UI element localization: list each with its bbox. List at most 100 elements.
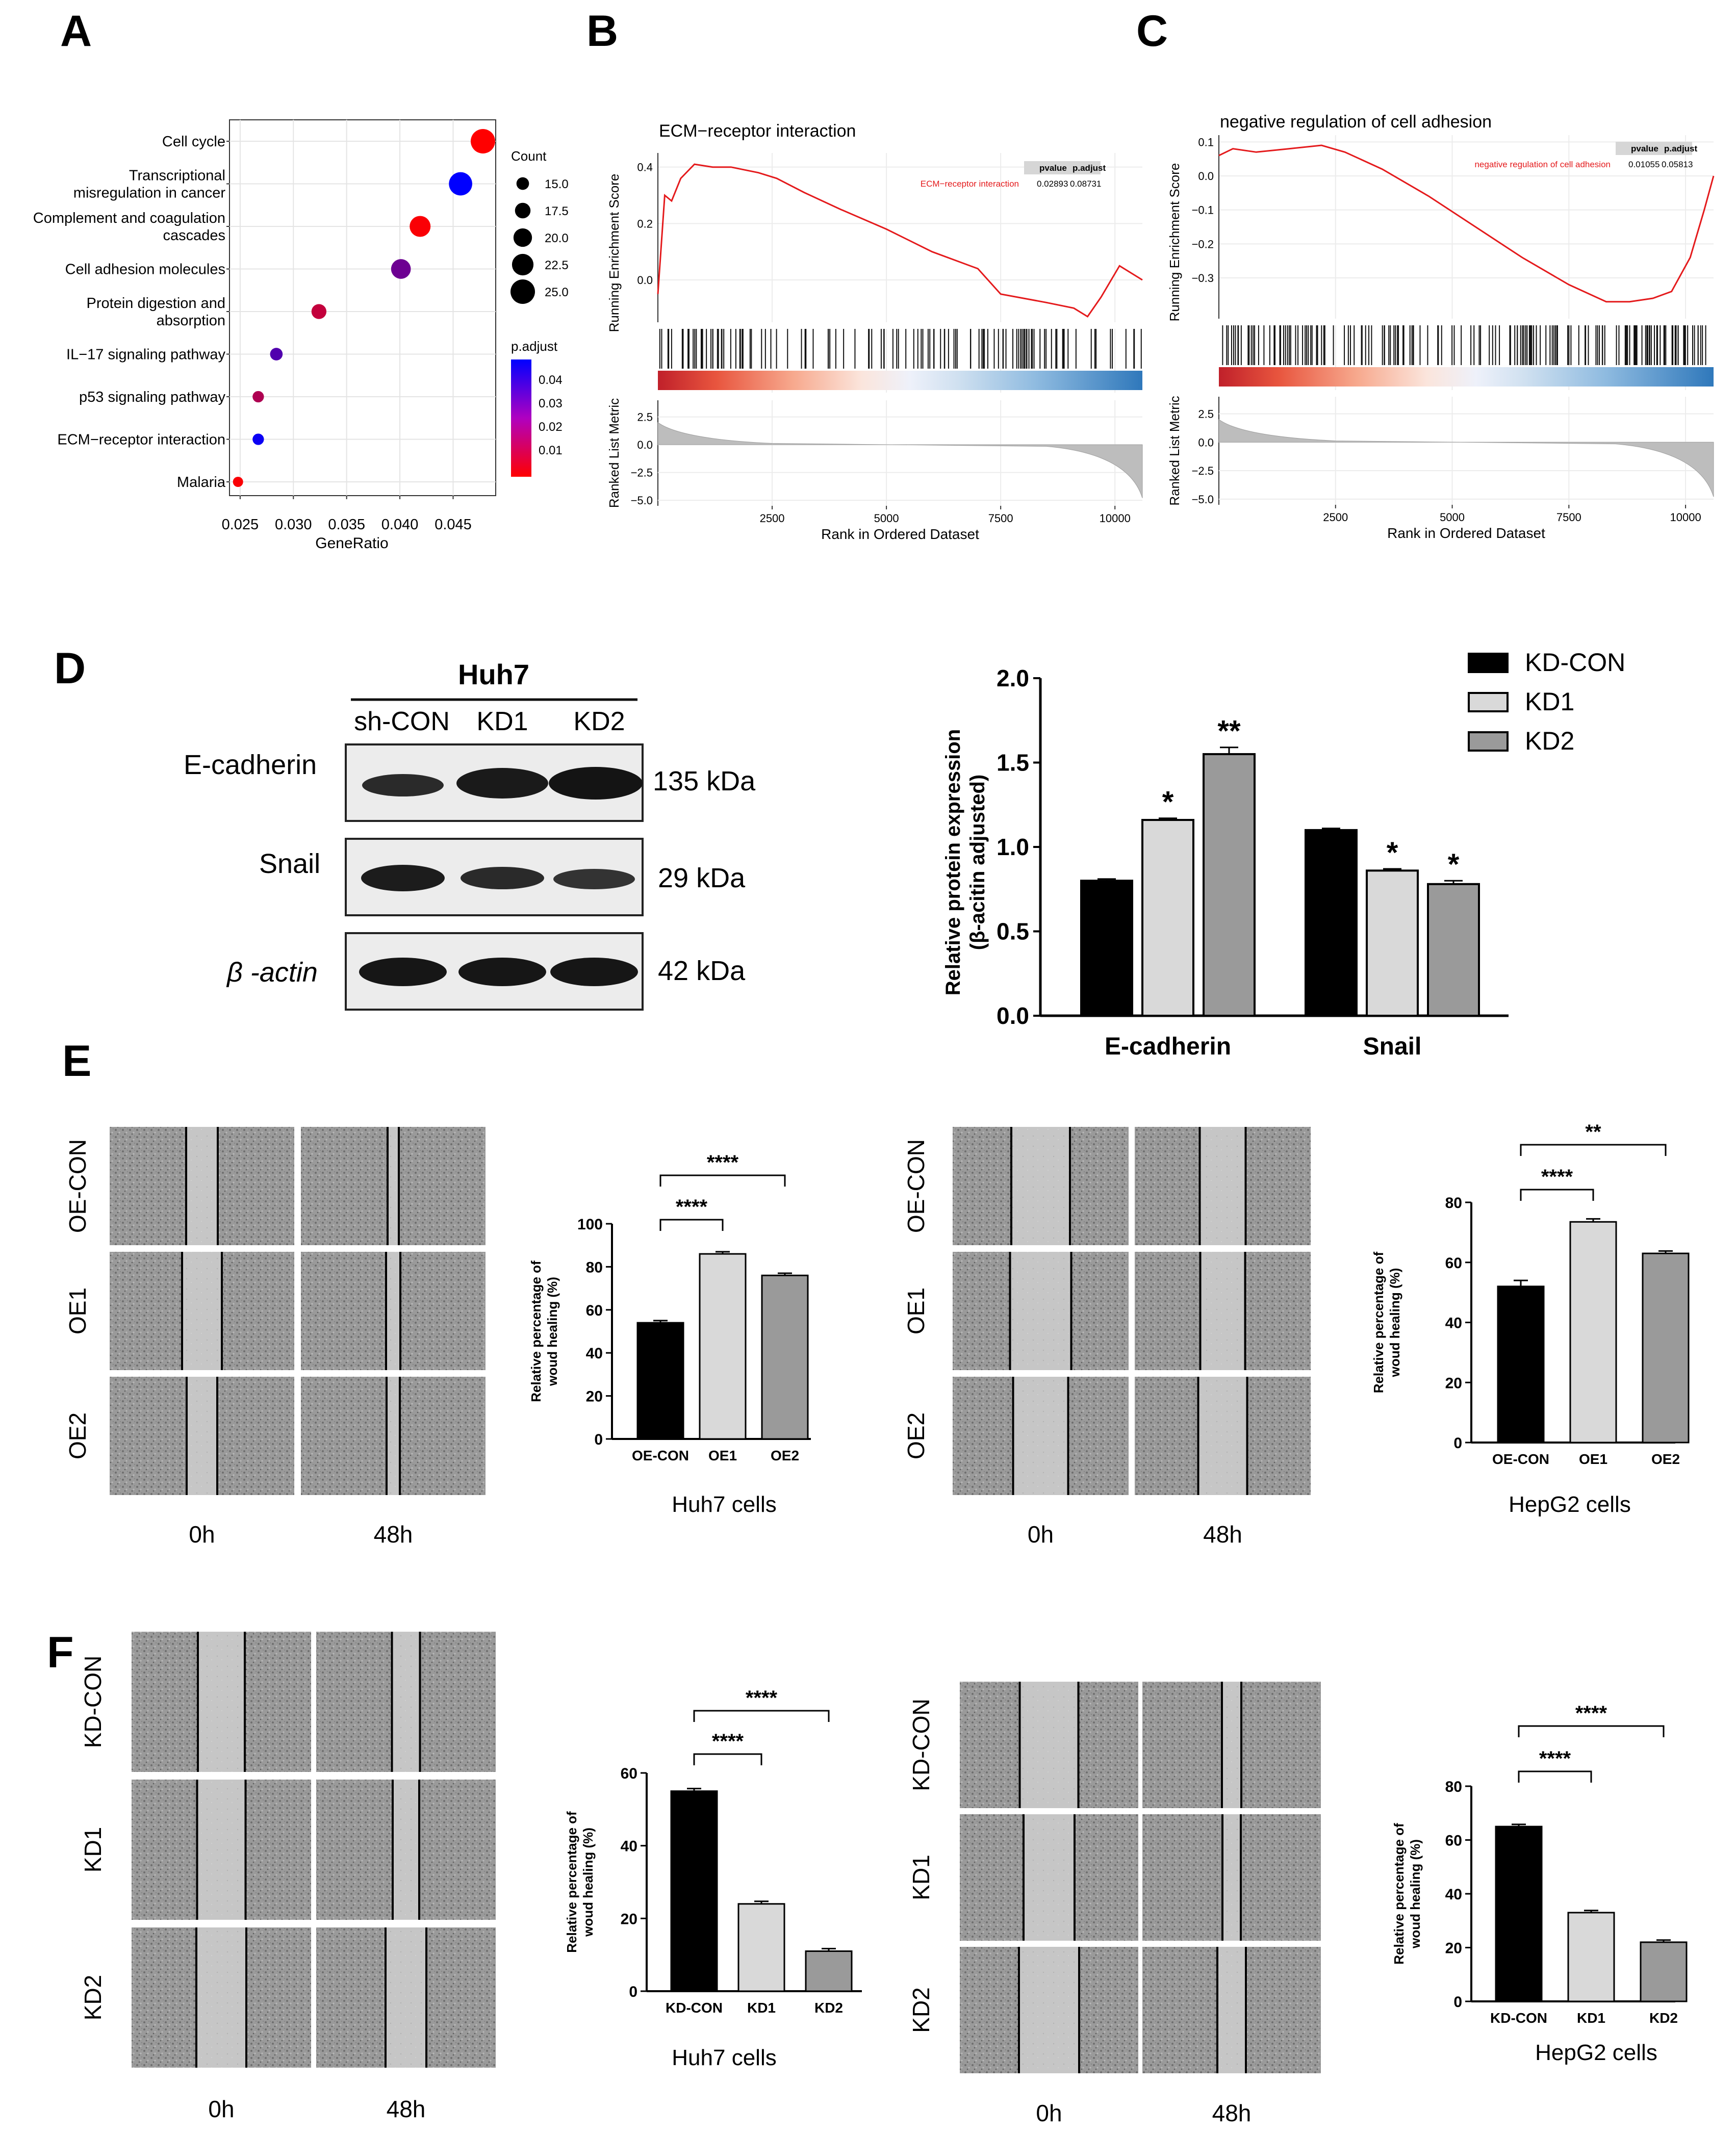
panel-e-huh7-barchart: 0 20 40 60 80 100 Relative percentage of woud h… (528, 1151, 811, 1517)
dotplot-x-tick-label: 0.040 (381, 517, 419, 533)
significance-bracket (1520, 1189, 1594, 1201)
dotplot-category-label: p53 signaling pathway (79, 389, 225, 405)
dotplot-category-label: Cell cycle (162, 134, 225, 150)
bar-y-tick-label: 0 (629, 1984, 637, 2000)
bar (636, 1322, 684, 1440)
gsea-x-tick-label: 5000 (874, 512, 899, 525)
dotplot-point (311, 304, 327, 319)
bar-y-tick-label: 100 (577, 1216, 603, 1233)
bar-y-tick-label: 40 (586, 1345, 603, 1362)
bar-y-tick-label: 20 (1445, 1940, 1462, 1957)
count-legend-dot (515, 202, 531, 219)
count-legend-label: 25.0 (545, 286, 569, 299)
dotplot-x-ticks: 0.025 0.030 0.035 0.040 0.045 (222, 496, 472, 533)
count-legend-dot (512, 253, 534, 276)
dotplot-category-label: absorption (157, 313, 225, 329)
wound-time-label: 0h (189, 1521, 215, 1548)
bar (1567, 1912, 1615, 2002)
bar-y-tick-label: 80 (586, 1259, 603, 1276)
wound-row-label: OE-CON (903, 1139, 929, 1233)
bar-y-label: Relative percentage of (564, 1811, 579, 1953)
bar-y-label: Relative percentage of (528, 1260, 544, 1402)
wound-time-label: 0h (1028, 1521, 1054, 1548)
gsea-metric-tick-label: 0.0 (637, 439, 653, 451)
bar-y-tick-label: 60 (586, 1302, 603, 1319)
panel-e-hepg2-barchart: 0 20 40 60 80 Relative percentage of woud heal… (1371, 1121, 1690, 1517)
legend-swatch (1468, 653, 1509, 673)
panel-c-gsea: negative regulation of cell adhesion 0.1 0… (1167, 112, 1715, 541)
wound-gap (386, 1927, 426, 2068)
bar (1141, 819, 1194, 1017)
significance-label: **** (1541, 1166, 1573, 1188)
blot-lane-label: sh-CON (354, 707, 450, 736)
wound-gap (386, 1252, 400, 1370)
bar-significance: * (1387, 836, 1398, 869)
gsea-x-label: Rank in Ordered Dataset (821, 526, 979, 542)
gsea-x-tick-label: 2500 (1323, 511, 1348, 524)
panel-letter-C: C (1136, 7, 1168, 56)
chart-caption: HepG2 cells (1509, 1492, 1631, 1517)
dotplot-category-label: Complement and coagulation (33, 210, 225, 226)
count-legend-label: 20.0 (545, 231, 569, 245)
dotplot-category-label: cascades (163, 227, 225, 244)
significance-label: **** (712, 1730, 744, 1753)
legend-label: KD-CON (1525, 648, 1625, 677)
wound-row-label: OE2 (64, 1412, 91, 1459)
gsea-metric-tick-label: 2.5 (637, 411, 653, 424)
wound-row-label: KD1 (908, 1855, 934, 1900)
bar-y-label: woud healing (%) (580, 1828, 596, 1937)
gsea-metric-tick-label: 2.5 (1198, 407, 1214, 420)
bar-category-label: OE-CON (632, 1448, 689, 1463)
bar-significance: * (1162, 786, 1174, 819)
wound-gap (393, 1780, 419, 1920)
wound-row-label: KD-CON (908, 1698, 934, 1791)
gsea-x-tick-label: 5000 (1440, 511, 1465, 524)
significance-bracket (659, 1174, 786, 1187)
wound-gap (1222, 1682, 1241, 1808)
wound-gap (392, 1632, 420, 1772)
bar-y-label: Relative protein expression (942, 729, 964, 995)
dotplot-point (470, 129, 495, 153)
panel-letter-A: A (60, 7, 92, 56)
gsea-table-header-bg (1024, 161, 1101, 174)
bar-y-tick-label: 1.0 (997, 834, 1029, 860)
significance-label: **** (676, 1196, 708, 1218)
bar (1203, 753, 1256, 1017)
gsea-y-tick-label: −0.1 (1192, 204, 1214, 217)
gsea-table-value: 0.01055 (1628, 160, 1660, 169)
bar-y-tick-label: 0 (1453, 1994, 1462, 2011)
gsea-x-tick-label: 7500 (1556, 511, 1581, 524)
blot-protein-label: E-cadherin (184, 750, 317, 780)
significance-bracket (1518, 1770, 1592, 1783)
gsea-table-value: 0.02893 (1037, 179, 1068, 189)
gsea-y-label: Running Enrichment Score (606, 174, 622, 332)
dotplot-x-tick-label: 0.030 (275, 517, 312, 533)
panel-letter-F: F (47, 1628, 74, 1677)
bar-y-tick-label: 0 (1453, 1435, 1462, 1452)
count-legend: 15.0 17.5 20.0 22.5 25.0 (510, 177, 569, 304)
count-legend-dot (510, 279, 535, 304)
gsea-x-tick-label: 2500 (760, 512, 785, 525)
wound-time-label: 48h (374, 1521, 413, 1548)
dotplot-category-label: ECM−receptor interaction (57, 432, 225, 448)
bar (1640, 1941, 1688, 2002)
bar-y-label: Relative percentage of (1391, 1823, 1407, 1965)
padjust-legend-label: 0.02 (539, 420, 563, 434)
dotplot-x-tick-label: 0.045 (435, 517, 472, 533)
gsea-table-header: pvalue (1039, 163, 1067, 173)
bar-y-tick-label: 60 (1445, 1833, 1462, 1849)
bar-y-tick-label: 20 (586, 1388, 603, 1405)
wound-images-e-hepg2: OE-CON OE1 OE2 0h 48h (903, 1127, 1311, 1548)
dotplot-category-label: Transcriptional (129, 168, 225, 184)
dotplot-x-label: GeneRatio (315, 535, 388, 552)
dotplot-x-tick-label: 0.025 (222, 517, 259, 533)
bar-category-label: KD2 (814, 2000, 843, 2016)
dotplot-point (391, 259, 411, 279)
panel-d-barchart: 0.0 0.5 1.0 1.5 2.0 Relative protein expressi… (942, 648, 1625, 1060)
wound-gap (182, 1252, 222, 1370)
wound-gap (1011, 1127, 1070, 1245)
blot-band (550, 958, 638, 986)
wound-gap (1010, 1252, 1071, 1370)
gsea-table-row-label: ECM−receptor interaction (921, 179, 1019, 189)
gsea-y-tick-label: −0.2 (1192, 238, 1214, 250)
